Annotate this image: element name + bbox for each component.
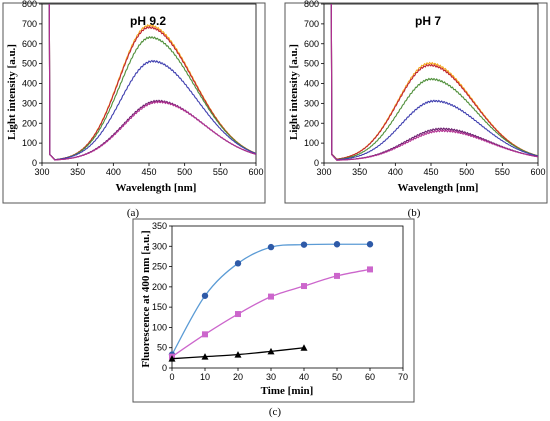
panel-b-xtick-label: 500 [459,167,474,177]
panel-c-ytick-label: 300 [152,241,167,251]
panel-b-title: pH 7 [415,14,441,28]
panel-b-series-group [330,4,538,161]
panel-c-series-2-point [301,283,307,290]
panel-b-ytick-label: 100 [304,138,319,148]
panel-c-ytick-label: 50 [157,343,167,353]
panel-b-series-6-line [330,4,538,161]
panel-b-ytick-label: 200 [304,118,319,128]
panel-b-series-3-line [330,4,538,161]
panel-c-series-3-point [201,353,209,360]
panel-c-xtick-label: 0 [169,372,174,382]
panel-c-xtick-label: 30 [266,372,276,382]
panel-c-ytick-label: 250 [152,262,167,272]
panel-c-ytick-label: 200 [152,282,167,292]
panel-c-ytick-label: 350 [152,221,167,231]
panel-a: pH 9.2 Wavelength [nm] Light intensity [… [2,0,266,204]
panel-b-xtick-label: 350 [352,167,367,177]
panel-b-xtick-label: 550 [495,167,510,177]
panel-b-xlabel: Wavelength [nm] [398,182,479,194]
panel-c-plot-area [171,225,404,369]
panel-a-series-group [48,4,256,161]
panel-c-series-1-point [267,243,275,251]
panel-b-xtick-label: 300 [316,167,331,177]
panel-a-title: pH 9.2 [130,14,166,28]
panel-c-xtick-label: 10 [200,372,210,382]
panel-b-series-4-line [330,4,538,161]
panel-a-ytick-label: 500 [22,59,37,69]
panel-a-series-3-line [48,4,256,161]
panel-a-ylabel: Light intensity [a.u.] [6,44,18,140]
panel-c-series-1-point [201,292,209,299]
panel-c: Time [min] Fluorescence at 400 nm [a.u.]… [132,218,415,403]
panel-a-ytick-label: 200 [22,118,37,128]
panel-a-label: (a) [127,207,140,219]
panel-a-series-6-line [48,4,256,161]
panel-a-ytick-label: 400 [22,79,37,89]
panel-c-plot: 0 10 20 30 40 50 60 70 0 50 100 150 200 250 300 350 [152,221,408,382]
panel-c-series-3-point [267,347,275,355]
panel-c-xtick-label: 50 [332,372,342,382]
panel-a-xtick-label: 600 [248,167,263,177]
panel-c-series-2-point [367,266,373,273]
panel-c-series-1-point [366,241,374,248]
panel-c-xtick-label: 40 [299,372,309,382]
panel-c-series-1-point [300,241,308,248]
panel-a-xtick-label: 450 [141,167,156,177]
panel-c-series-3-point [300,344,308,351]
panel-b-ylabel: Light intensity [a.u.] [288,44,300,140]
panel-a-plot: 300 350 400 450 500 550 600 0 100 200 300 400 500 600… [22,0,264,177]
panel-c-series-1-point [333,241,341,248]
panel-c-series-2-point [334,272,340,279]
panel-c-ytick-label: 0 [162,363,167,373]
panel-a-ytick-label: 800 [22,0,37,9]
panel-c-series-3-point [234,351,242,358]
panel-c-xtick-label: 60 [365,372,375,382]
panel-b-label: (b) [408,207,421,219]
panel-c-ytick-label: 100 [152,322,167,332]
panel-b-ytick-label: 800 [304,0,319,9]
panel-a-ytick-label: 600 [22,39,37,49]
panel-b-series-2-line [330,4,538,160]
panel-a-ytick-label: 300 [22,98,37,108]
panel-c-frame [132,218,415,403]
panel-a-xtick-label: 550 [213,167,228,177]
panel-b-xtick-label: 400 [388,167,403,177]
panel-c-ylabel: Fluorescence at 400 nm [a.u.] [140,230,152,367]
panel-c-xlabel: Time [min] [261,385,314,397]
panel-a-ytick-label: 100 [22,138,37,148]
panel-c-xtick-label: 20 [233,372,243,382]
panel-a-series-4-line [48,4,256,161]
panel-c-series-2-point [268,293,274,300]
panel-a-xtick-label: 500 [177,167,192,177]
panel-b-ytick-label: 0 [314,158,319,168]
panel-b-ytick-label: 400 [304,79,319,89]
panel-b-xtick-label: 450 [423,167,438,177]
panel-c-series-1-point [234,260,242,267]
panel-a-ytick-label: 700 [22,19,37,29]
panel-c-ytick-label: 150 [152,302,167,312]
panel-c-xtick-label: 70 [398,372,408,382]
panel-b-xtick-label: 600 [530,167,545,177]
panel-c-label: (c) [269,406,282,418]
panel-b-plot: 300 350 400 450 500 550 600 0 100 200 300 400 500 600… [304,0,546,177]
panel-b-frame [284,2,548,204]
panel-b-ytick-label: 700 [304,19,319,29]
panel-c-series-3-point [168,355,176,362]
panel-c-series-2-point [202,331,208,338]
panel-a-ytick-label: 0 [32,158,37,168]
panel-a-xtick-label: 400 [106,167,121,177]
panel-b-ytick-label: 500 [304,59,319,69]
panel-a-frame [2,2,266,204]
panel-b-ytick-label: 600 [304,39,319,49]
panel-a-xlabel: Wavelength [nm] [116,182,197,194]
panel-b-ytick-label: 300 [304,98,319,108]
panel-a-xtick-label: 300 [34,167,49,177]
panel-a-xtick-label: 350 [70,167,85,177]
panel-b: pH 7 Wavelength [nm] Light intensity [a.… [284,0,548,204]
panel-c-series-2-point [235,311,241,318]
